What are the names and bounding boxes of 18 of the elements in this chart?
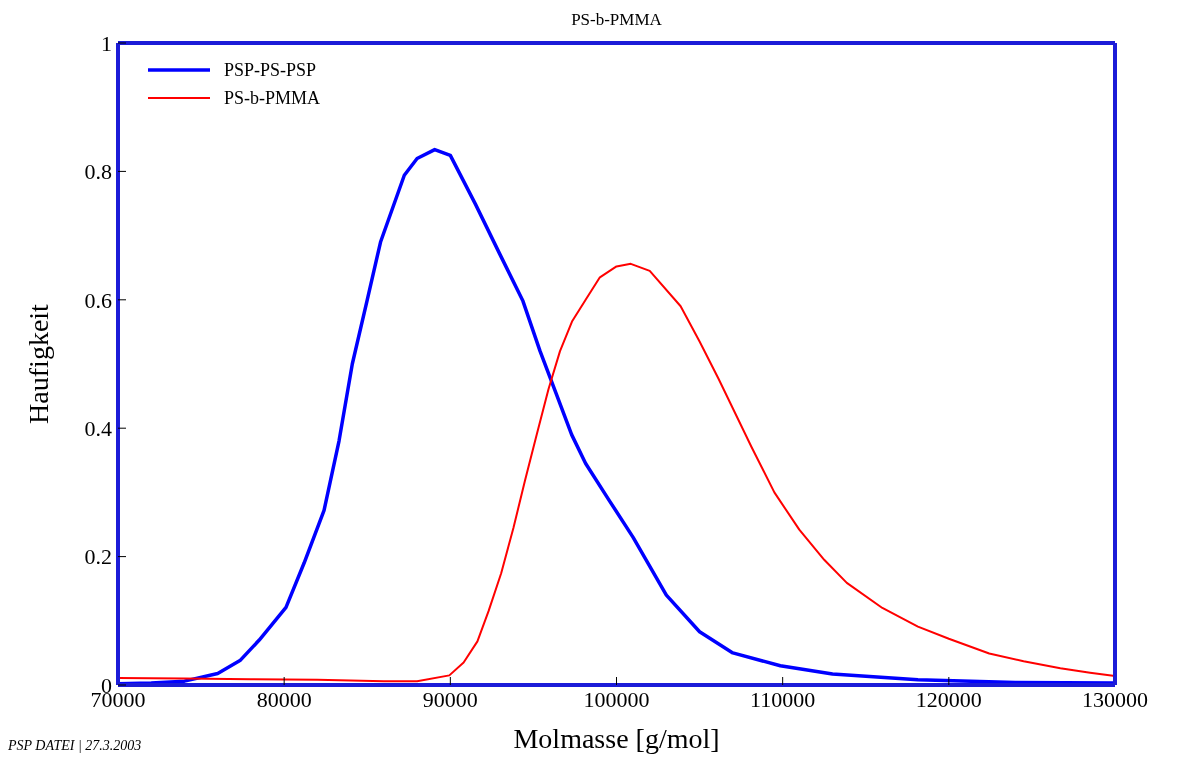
legend-label: PS-b-PMMA bbox=[224, 87, 321, 109]
y-tick-label: 1 bbox=[101, 30, 112, 56]
line-series bbox=[118, 262, 1115, 683]
x-tick-label: 110000 bbox=[750, 686, 816, 712]
x-tick-label: 90000 bbox=[422, 686, 478, 712]
y-axis-title: Haufigkeit bbox=[22, 303, 54, 424]
legend-label: PSP-PS-PSP bbox=[224, 59, 317, 81]
text: PSP DATEI | 27.3.2003 bbox=[8, 738, 142, 754]
chart-title: PS-b-PMMA bbox=[570, 10, 663, 30]
y-tick-label: 0.4 bbox=[84, 416, 112, 442]
y-tick-label: 0.2 bbox=[84, 544, 112, 570]
y-tick-label: 0.6 bbox=[84, 287, 112, 313]
x-tick-label: 120000 bbox=[915, 686, 982, 712]
x-tick-label: 130000 bbox=[1082, 686, 1148, 712]
x-tick-label: 100000 bbox=[583, 686, 650, 712]
x-tick-label: 80000 bbox=[256, 686, 312, 712]
y-tick-label: 0.8 bbox=[84, 159, 112, 185]
x-axis-title: Molmasse [g/mol] bbox=[513, 723, 720, 754]
